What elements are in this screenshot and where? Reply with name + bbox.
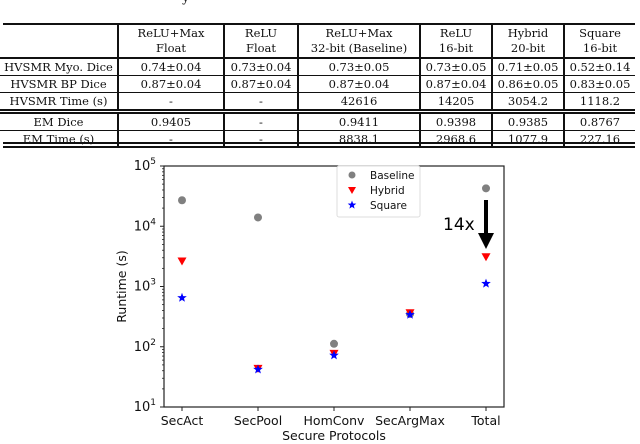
legend-box xyxy=(336,165,421,218)
cell: - xyxy=(224,111,299,131)
y-tick-exponent: 5 xyxy=(150,157,156,167)
y-tick-label: 101 xyxy=(134,398,156,415)
hybrid-point xyxy=(481,253,491,262)
circle-marker-icon xyxy=(348,171,356,179)
cell: - xyxy=(224,92,299,112)
header-cell: ReLU 16-bit xyxy=(420,25,493,58)
cell: 0.8767 xyxy=(579,114,621,129)
y-tick-label: 104 xyxy=(134,217,157,234)
header-cell-empty xyxy=(0,25,119,58)
square-point xyxy=(253,364,263,374)
square-point xyxy=(329,350,339,360)
caption-fragment: y xyxy=(182,0,189,6)
table-row: EM Dice 0.9405 - 0.9411 0.9398 0.9385 0.… xyxy=(0,111,635,131)
y-tick-exponent: 2 xyxy=(150,338,156,348)
baseline-point xyxy=(254,213,262,222)
square-point xyxy=(177,292,187,302)
y-axis-label: Runtime (s) xyxy=(114,250,129,322)
row-label: HVSMR Time (s) xyxy=(0,92,119,112)
x-tick-label: HomConv xyxy=(304,413,366,428)
legend-label-square: Square xyxy=(370,200,407,212)
legend-label-hybrid: Hybrid xyxy=(370,185,405,197)
y-tick-label: 103 xyxy=(134,278,156,295)
y-tick-exponent: 1 xyxy=(150,398,156,408)
row-label: EM Dice xyxy=(0,111,119,131)
y-tick-label: 105 xyxy=(134,157,156,174)
plot-frame xyxy=(163,165,505,408)
baseline-point xyxy=(330,339,338,348)
header-cell: Square 16-bit xyxy=(579,26,621,55)
cell: 0.87±0.04 xyxy=(224,75,299,93)
x-tick-label: SecAct xyxy=(161,413,204,428)
y-tick-label: 102 xyxy=(134,338,156,355)
header-cell: ReLU+Max 32-bit (Baseline) xyxy=(298,25,421,58)
cell: 0.86±0.05 xyxy=(492,75,565,93)
header-cell: ReLU Float xyxy=(224,25,299,58)
annotation: 14x xyxy=(443,200,494,249)
cell: 0.74±0.04 xyxy=(118,58,225,76)
cell: 0.87±0.04 xyxy=(420,75,493,93)
plot-axes: 101 102 103 104 105 SecAct SecPool HomConv SecAr… xyxy=(114,157,505,443)
cell: 0.87±0.04 xyxy=(118,75,225,93)
cell: 14205 xyxy=(420,92,493,112)
cell: 42616 xyxy=(298,92,421,112)
cell: 0.9385 xyxy=(492,111,565,131)
table-row: HVSMR Time (s) - - 42616 14205 3054.2 11… xyxy=(0,92,635,112)
cell: 1118.2 xyxy=(579,93,621,108)
x-tick-label: SecPool xyxy=(234,413,282,428)
baseline-point xyxy=(178,196,186,205)
speedup-label: 14x xyxy=(443,215,475,235)
baseline-point xyxy=(482,184,490,193)
cell: 0.73±0.05 xyxy=(298,58,421,76)
header-cell: ReLU+Max Float xyxy=(118,25,225,58)
hybrid-point xyxy=(177,257,187,266)
cell: 0.83±0.05 xyxy=(569,76,631,91)
x-tick-label: Total xyxy=(470,413,500,428)
x-axis-label: Secure Protocols xyxy=(282,428,386,440)
cell: 0.87±0.04 xyxy=(298,75,421,93)
cell: - xyxy=(118,92,225,112)
header-cell: Hybrid 20-bit xyxy=(492,25,565,58)
table-bottom-rule xyxy=(3,146,635,148)
square-point xyxy=(405,309,415,319)
arrow-down-icon xyxy=(478,233,494,249)
table-row: HVSMR Myo. Dice 0.74±0.04 0.73±0.04 0.73… xyxy=(0,58,635,76)
data-points xyxy=(177,184,491,374)
x-tick-label: SecArgMax xyxy=(375,413,445,428)
y-tick-exponent: 4 xyxy=(150,217,156,227)
table-bottom-rule xyxy=(3,142,635,144)
cell: 0.73±0.05 xyxy=(420,58,493,76)
cell: 0.73±0.04 xyxy=(224,58,299,76)
row-label: HVSMR Myo. Dice xyxy=(0,58,119,76)
cell: 3054.2 xyxy=(492,92,565,112)
square-point xyxy=(481,278,491,288)
cell: 0.9405 xyxy=(118,111,225,131)
cell: 0.9398 xyxy=(420,111,493,131)
legend: Baseline Hybrid Square xyxy=(336,165,421,218)
table-header-row: ReLU+Max Float ReLU Float ReLU+Max 32-bit (… xyxy=(0,25,635,58)
triangle-down-marker-icon xyxy=(348,187,356,194)
y-tick-exponent: 3 xyxy=(150,278,156,288)
row-label: HVSMR BP Dice xyxy=(0,75,119,93)
star-marker-icon xyxy=(347,200,357,209)
table-row: HVSMR BP Dice 0.87±0.04 0.87±0.04 0.87±0… xyxy=(0,75,635,93)
cell: 0.71±0.05 xyxy=(492,58,565,76)
cell: 0.52±0.14 xyxy=(569,59,631,74)
table-top-rule xyxy=(3,23,635,25)
cell: 0.9411 xyxy=(298,111,421,131)
legend-label-baseline: Baseline xyxy=(370,170,415,182)
